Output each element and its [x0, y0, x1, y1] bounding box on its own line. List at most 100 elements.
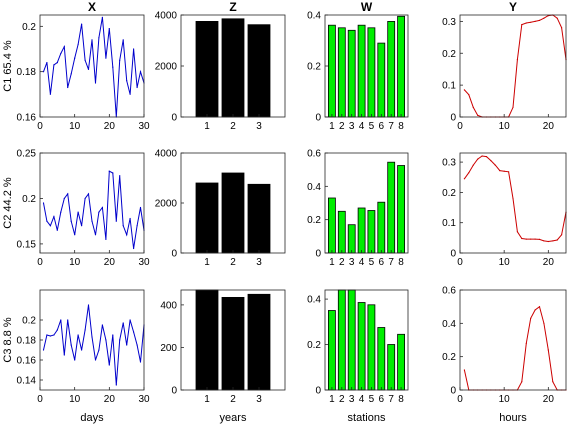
data-point: [46, 220, 48, 222]
data-point: [468, 94, 470, 96]
data-point: [468, 172, 470, 174]
data-point: [46, 62, 48, 64]
data-point: [77, 43, 79, 46]
x-tick-label: 10: [69, 121, 81, 132]
x-axis-label: years: [220, 412, 247, 424]
y-tick-label: 0.1: [442, 81, 456, 92]
row-label: C2 44.2 %: [2, 177, 14, 229]
y-tick-label: 4000: [155, 149, 178, 160]
data-point: [530, 317, 532, 319]
y-tick-label: 0: [171, 386, 177, 397]
data-point: [122, 322, 124, 324]
data-point: [477, 114, 479, 116]
y-tick-label: 0.2: [307, 62, 321, 73]
data-point: [56, 329, 58, 331]
x-tick-label: 7: [388, 121, 394, 132]
bar: [387, 161, 396, 254]
y-tick-label: 0.4: [307, 11, 321, 22]
data-point: [485, 156, 488, 158]
subplot-r3-c2: 1 2 3 0 200 400 years: [160, 289, 286, 424]
data-point: [63, 197, 65, 200]
x-tick-label: 30: [138, 121, 150, 132]
data-point: [136, 225, 138, 227]
data-point: [543, 17, 545, 19]
data-point: [494, 164, 496, 166]
subplot-title: Y: [509, 0, 517, 14]
data-point: [512, 106, 514, 108]
data-point: [561, 234, 563, 236]
plot-area: [40, 153, 144, 253]
subplot-r1-x: 0 10 20 30 0.16 0.18 0.2 X C1 65.4 %: [2, 0, 150, 132]
bar: [337, 27, 346, 118]
data-point: [77, 334, 79, 336]
x-axis-label: days: [80, 412, 104, 424]
bar: [387, 20, 396, 118]
y-tick-label: 0.18: [17, 67, 37, 78]
data-point: [136, 86, 138, 89]
x-tick-label: 20: [104, 394, 116, 405]
y-tick-label: 0: [315, 386, 321, 397]
plot-area: [325, 153, 408, 253]
series-line: [43, 304, 145, 386]
subplot-r3-c1: 0 10 20 30 0.14 0.16 0.18 0.2 C3 8.8 % days: [2, 289, 150, 424]
x-tick-label: 2: [339, 394, 345, 405]
data-point: [53, 216, 55, 218]
data-point: [53, 64, 55, 66]
data-point: [87, 304, 90, 306]
x-tick-label: 20: [543, 121, 555, 132]
bar: [347, 224, 356, 254]
data-point: [534, 309, 536, 311]
y-tick-label: 0.4: [442, 319, 456, 330]
x-tick-label: 2: [230, 257, 236, 268]
bar: [247, 293, 271, 391]
y-tick-label: 0: [450, 113, 456, 124]
data-point: [543, 240, 545, 242]
data-point: [508, 171, 510, 173]
y-tick-label: 0.25: [17, 149, 37, 160]
y-tick-label: 0.16: [17, 356, 37, 367]
data-point: [108, 364, 110, 366]
data-point: [108, 28, 110, 30]
data-point: [139, 361, 142, 363]
x-axis-label: hours: [499, 412, 527, 424]
y-tick-label: 0.2: [442, 49, 456, 60]
bar: [397, 333, 406, 391]
x-tick-label: 20: [543, 394, 555, 405]
data-point: [122, 225, 124, 227]
x-tick-label: 8: [398, 121, 404, 132]
subplot-r1-w: 1 2 3 4 5 6 7 8 0 0.2 0.4 W: [307, 0, 409, 132]
x-tick-label: 3: [256, 257, 262, 268]
subplot-title: X: [88, 0, 96, 14]
data-point: [84, 59, 86, 61]
row-label: C1 65.4 %: [2, 40, 14, 92]
data-point: [98, 37, 100, 39]
plot-area: [40, 15, 144, 117]
data-point: [94, 82, 97, 84]
data-point: [98, 211, 100, 213]
x-tick-label: 2: [339, 257, 345, 268]
data-point: [503, 170, 505, 172]
data-point: [112, 172, 114, 174]
axes-frame: [459, 152, 567, 254]
data-point: [60, 52, 62, 55]
data-point: [105, 57, 107, 59]
plot-area: [325, 15, 408, 117]
bar: [367, 304, 376, 391]
data-point: [490, 160, 492, 162]
axes-frame: [459, 14, 567, 118]
data-point: [516, 59, 519, 61]
data-point: [63, 354, 65, 356]
bar: [367, 27, 376, 118]
y-tick-label: 0.6: [307, 149, 321, 160]
plot-area: [325, 290, 408, 390]
data-point: [534, 238, 536, 240]
data-point: [129, 217, 131, 220]
data-point: [42, 202, 45, 204]
data-point: [74, 57, 76, 59]
row-label: C3 8.8 %: [2, 317, 14, 362]
bar: [247, 24, 271, 118]
bar: [327, 197, 336, 254]
bar: [387, 344, 396, 391]
bar: [397, 165, 406, 254]
bar: [327, 310, 336, 391]
